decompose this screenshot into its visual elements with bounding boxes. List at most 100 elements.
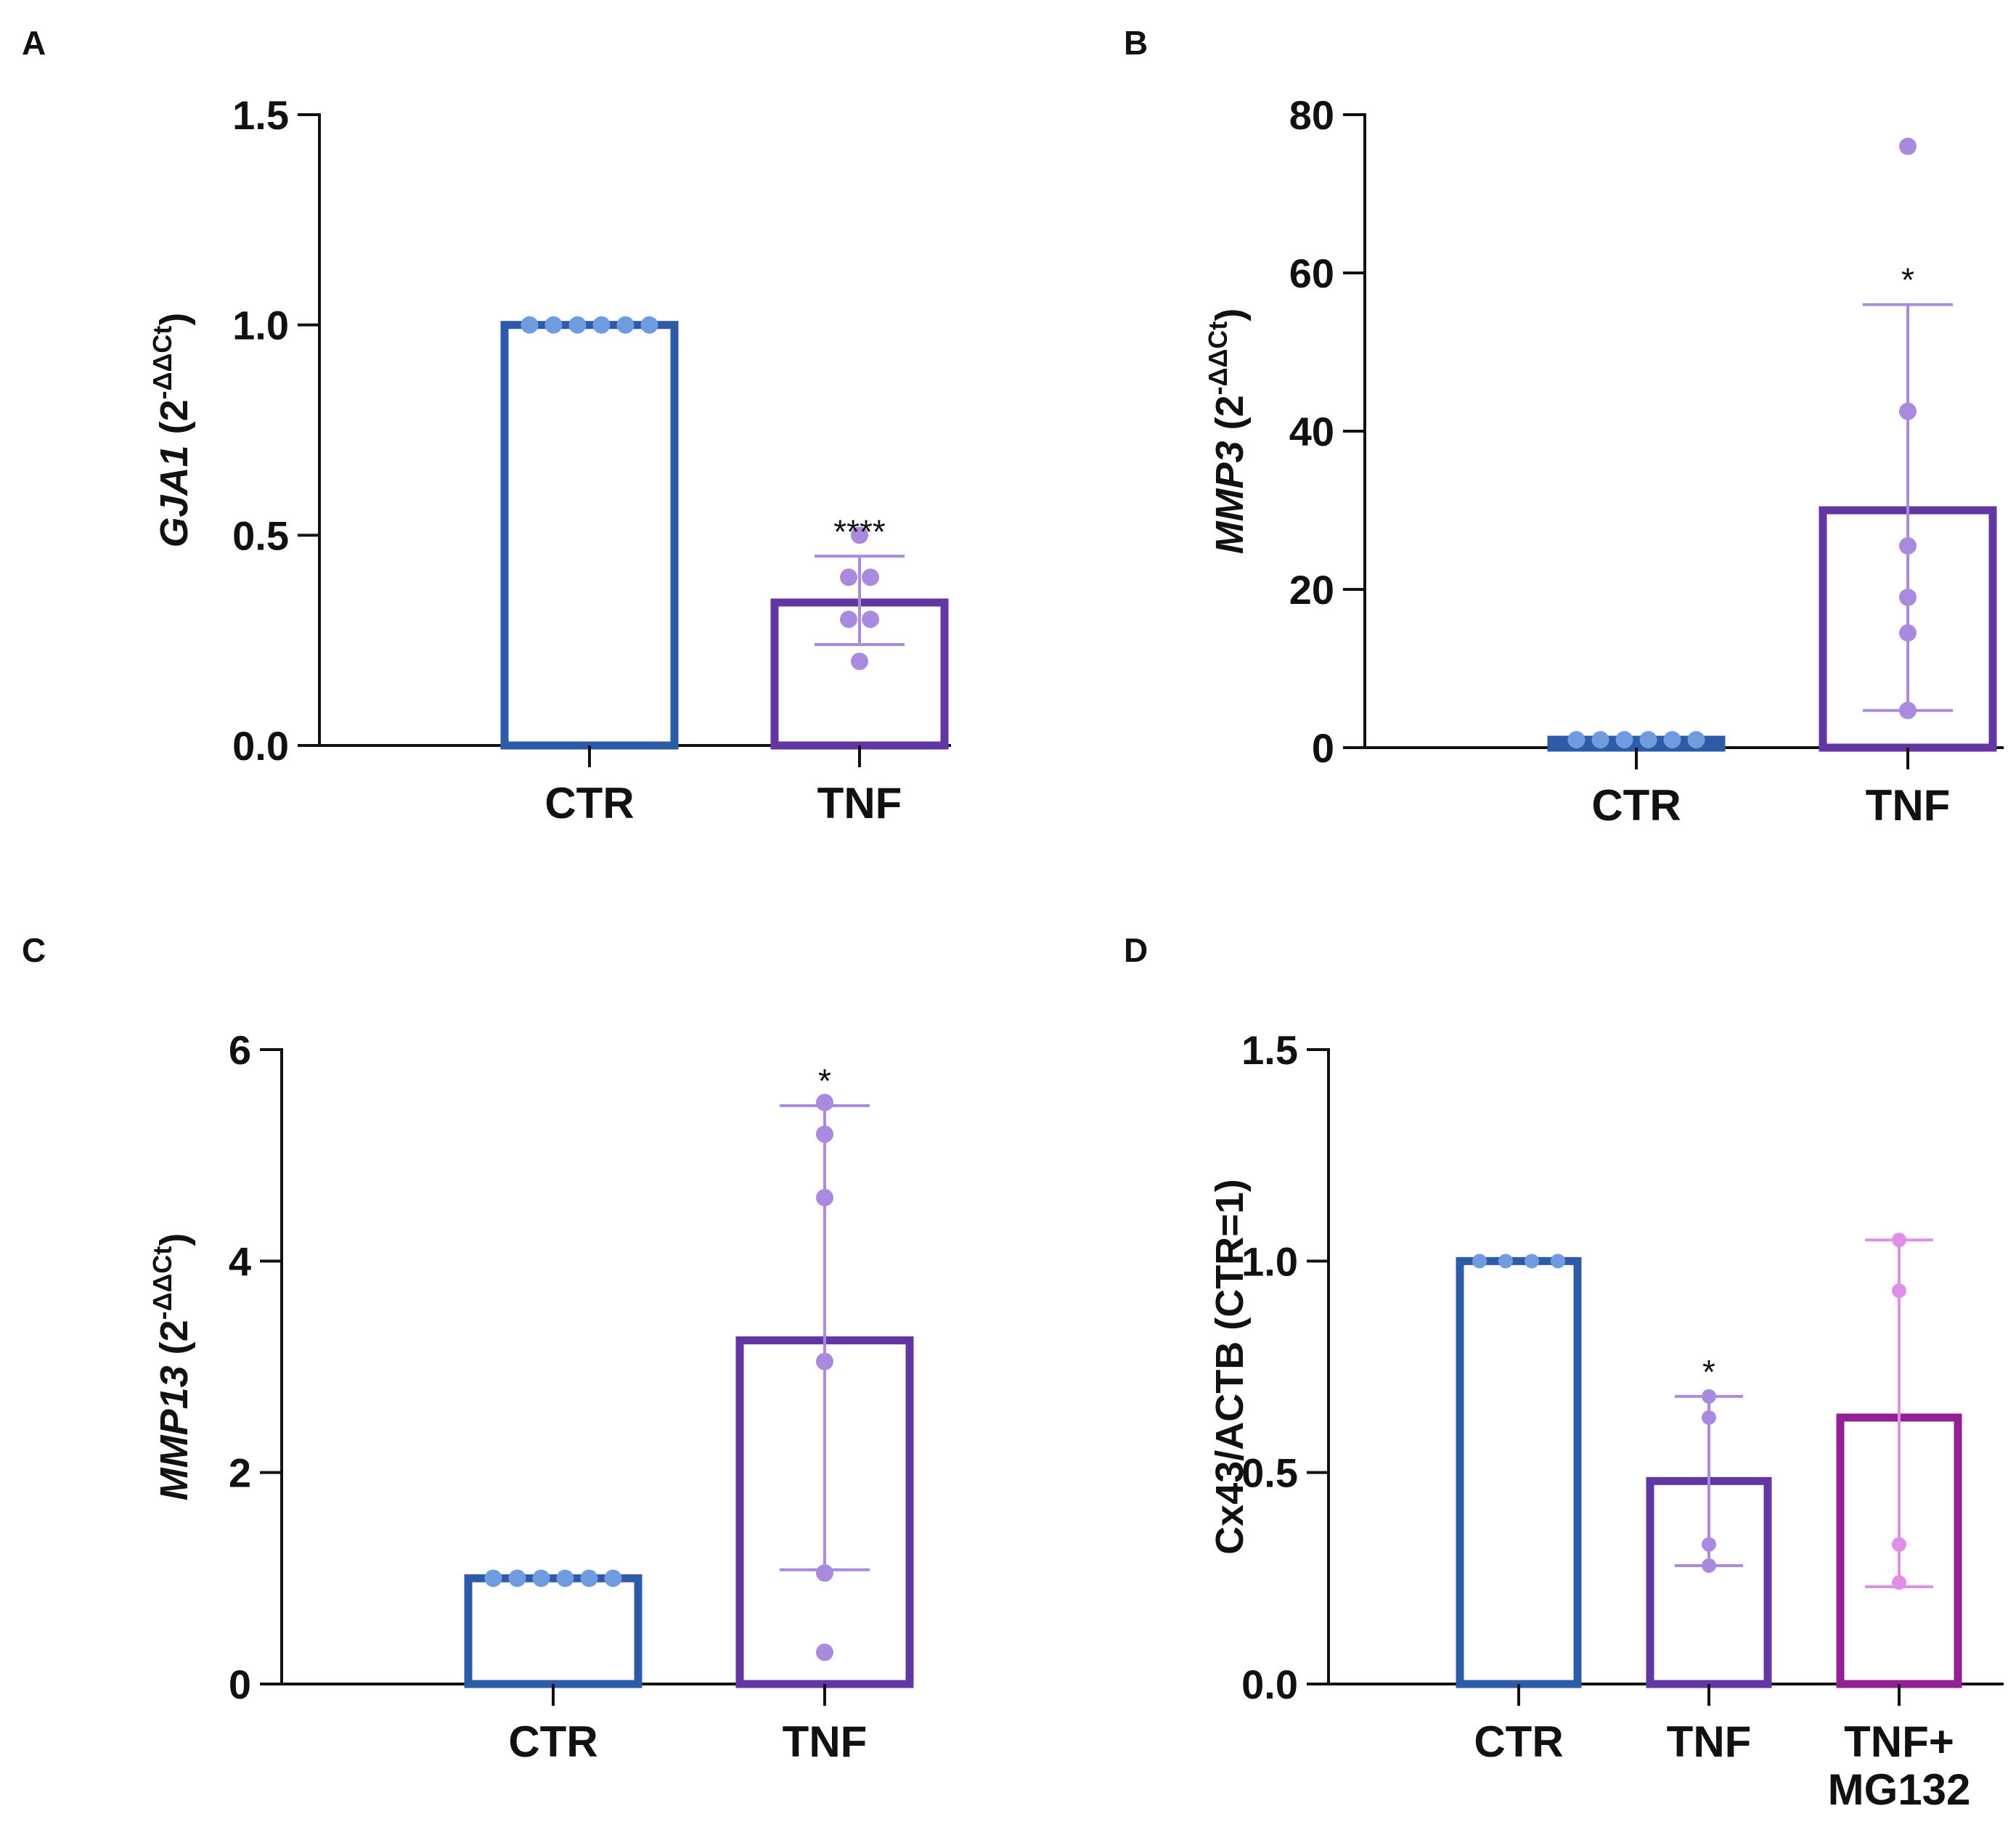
data-point <box>580 1569 598 1587</box>
data-point <box>1899 588 1917 606</box>
category-label: TNF+ MG132 <box>1828 1717 1971 1814</box>
data-point <box>1498 1254 1513 1269</box>
data-point <box>1892 1233 1906 1248</box>
y-tick-label: 0 <box>1312 725 1334 771</box>
y-axis-title: MMP13 (2-ΔΔCt) <box>147 1233 196 1501</box>
bar <box>500 321 679 750</box>
y-axis-title-superscript: -ΔΔCt <box>147 1246 177 1320</box>
y-axis-title: GJA1 (2-ΔΔCt) <box>147 313 196 548</box>
y-tick-label: 6 <box>229 1027 251 1073</box>
y-axis-title-unit: (2 <box>152 399 196 445</box>
category-label-line: MG132 <box>1828 1765 1971 1814</box>
data-point <box>604 1569 622 1587</box>
y-axis-title-superscript: -ΔΔCt <box>1203 322 1233 396</box>
data-point <box>508 1569 526 1587</box>
significance-marker: * <box>1702 1353 1715 1391</box>
data-point <box>1551 1254 1565 1269</box>
category-label: CTR <box>544 779 634 827</box>
data-point <box>521 316 539 334</box>
data-point <box>1615 731 1633 749</box>
data-point <box>851 526 868 544</box>
data-point <box>1567 731 1586 749</box>
panel-a: A 0.0 0.5 1.0 1.5 GJA1 (2-ΔΔCt) CTR **** TNF <box>22 24 951 827</box>
panel-letter: B <box>1124 24 1148 62</box>
data-point <box>1663 731 1681 749</box>
y-axis-title-close: ) <box>1208 308 1252 322</box>
category-label-line: TNF <box>1667 1717 1752 1766</box>
data-point <box>1639 731 1657 749</box>
y-axis-title: Cx43/ACTB (CTR=1) <box>1208 1179 1252 1555</box>
bar <box>464 1574 642 1688</box>
category-label-line: TNF+ <box>1844 1717 1954 1766</box>
y-tick-label: 0.5 <box>1241 1450 1298 1496</box>
category-label-line: CTR <box>508 1717 597 1766</box>
bar <box>1456 1256 1582 1688</box>
data-point <box>1899 137 1917 155</box>
y-tick-label: 0.0 <box>232 723 289 769</box>
data-point <box>1591 731 1609 749</box>
category-label: CTR <box>1591 781 1681 830</box>
y-tick-label: 1.0 <box>232 303 289 348</box>
y-axis-title-close: ) <box>152 1233 196 1246</box>
y-axis-title-unit: (2 <box>152 1320 196 1365</box>
y-tick-label: 0 <box>229 1662 251 1707</box>
data-point <box>862 568 879 587</box>
category-label: TNF <box>1866 781 1951 830</box>
panel-letter: D <box>1124 931 1148 969</box>
data-point <box>816 1188 833 1206</box>
category-label-line: CTR <box>544 779 634 827</box>
category-label: TNF <box>783 1717 868 1766</box>
data-point <box>1899 402 1917 420</box>
data-point <box>532 1569 550 1587</box>
y-tick-label: 80 <box>1289 92 1334 138</box>
y-axis-title-unit: (2 <box>1208 395 1252 441</box>
y-tick-label: 1.5 <box>1241 1027 1298 1073</box>
data-point <box>1472 1254 1487 1269</box>
category-label: TNF <box>817 779 902 827</box>
data-point <box>616 316 634 334</box>
y-tick-label: 2 <box>229 1450 251 1496</box>
y-tick-label: 4 <box>229 1238 251 1284</box>
data-point <box>840 610 857 629</box>
y-tick-label: 20 <box>1289 567 1334 613</box>
y-tick-label: 60 <box>1289 250 1334 296</box>
data-point <box>544 316 563 334</box>
data-point <box>568 316 587 334</box>
data-point <box>816 1352 833 1370</box>
y-axis-title: MMP3 (2-ΔΔCt) <box>1203 308 1252 555</box>
panel-c: C 0 2 4 6 MMP13 (2-ΔΔCt) CTR * TNF <box>22 931 914 1766</box>
y-axis-title-close: ) <box>152 313 196 326</box>
y-tick-label: 1.0 <box>1241 1238 1298 1284</box>
data-point <box>1892 1537 1906 1552</box>
data-point <box>556 1569 574 1587</box>
y-tick-label: 1.5 <box>232 92 289 138</box>
significance-marker: * <box>1901 261 1914 299</box>
y-axis-title-gene: GJA1 <box>152 445 196 547</box>
data-point <box>816 1093 833 1111</box>
category-label: CTR <box>508 1717 597 1766</box>
data-point <box>1702 1558 1716 1573</box>
category-label-line: TNF <box>817 779 902 827</box>
data-point <box>1892 1575 1906 1590</box>
category-label-line: TNF <box>1866 781 1951 830</box>
data-point <box>592 316 611 334</box>
data-point <box>816 1125 833 1143</box>
panel-b: B 0 20 40 60 80 MMP3 (2-ΔΔCt) CTR * TNF <box>1124 24 2004 830</box>
data-point <box>816 1643 833 1662</box>
data-point <box>1702 1537 1716 1552</box>
data-point <box>1892 1283 1906 1299</box>
y-tick-label: 0.5 <box>232 512 289 558</box>
data-point <box>1702 1389 1716 1404</box>
significance-marker: * <box>818 1062 831 1100</box>
data-point <box>840 568 857 587</box>
category-label-line: TNF <box>783 1717 868 1766</box>
data-point <box>640 316 658 334</box>
y-axis-title-superscript: -ΔΔCt <box>147 326 177 400</box>
y-axis-title-gene: MMP3 <box>1208 441 1252 554</box>
panel-letter: C <box>22 931 46 969</box>
data-point <box>1899 537 1917 555</box>
y-axis-title-unit: Cx43/ACTB (CTR=1) <box>1208 1179 1252 1555</box>
data-point <box>1687 731 1705 749</box>
panel-letter: A <box>22 24 46 62</box>
